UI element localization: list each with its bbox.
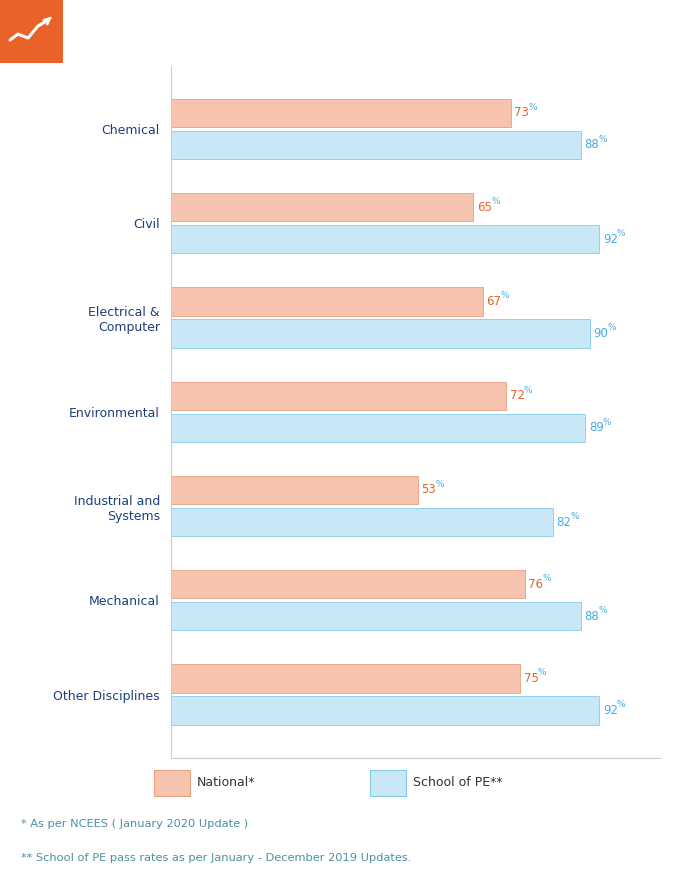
Bar [171, 382, 506, 410]
Text: * As per NCEES ( January 2020 Update ): * As per NCEES ( January 2020 Update ) [21, 819, 248, 830]
Bar [171, 99, 511, 127]
Text: %: % [436, 480, 444, 489]
Text: 75: 75 [524, 672, 539, 685]
Bar [171, 287, 483, 315]
Bar [171, 696, 599, 724]
Text: 76: 76 [528, 578, 543, 590]
Bar [171, 193, 473, 222]
FancyBboxPatch shape [154, 770, 190, 796]
Bar [171, 476, 417, 504]
Text: %: % [537, 668, 547, 677]
Text: 89: 89 [589, 421, 604, 434]
Text: %: % [500, 291, 509, 300]
Text: %: % [598, 606, 607, 615]
Text: %: % [617, 229, 625, 238]
Text: National*: National* [197, 776, 255, 788]
Text: 67: 67 [487, 295, 501, 307]
Text: 73: 73 [514, 106, 529, 119]
Text: %: % [491, 197, 500, 206]
Text: 2020 FE Exam Pass Rates: 2020 FE Exam Pass Rates [77, 23, 334, 41]
Bar [171, 570, 525, 598]
Text: School of PE**: School of PE** [413, 776, 503, 788]
Text: %: % [603, 418, 611, 427]
Bar [171, 320, 590, 348]
FancyBboxPatch shape [370, 770, 406, 796]
Text: 72: 72 [510, 389, 525, 402]
Text: %: % [617, 701, 625, 710]
Bar [171, 225, 599, 253]
Text: %: % [542, 574, 551, 583]
Text: 65: 65 [477, 201, 492, 214]
Text: %: % [598, 135, 607, 144]
Text: 88: 88 [584, 138, 599, 152]
Text: 88: 88 [584, 610, 599, 623]
Text: 92: 92 [603, 704, 618, 717]
Text: %: % [607, 323, 616, 332]
Bar [171, 508, 553, 536]
Text: 53: 53 [422, 484, 436, 497]
Text: 92: 92 [603, 233, 618, 245]
Text: %: % [570, 512, 579, 521]
Bar [171, 664, 520, 693]
Bar [171, 602, 581, 631]
Bar [171, 131, 581, 159]
Text: 90: 90 [593, 327, 609, 340]
Text: %: % [528, 102, 537, 111]
Text: 82: 82 [556, 516, 571, 528]
Text: ** School of PE pass rates as per January - December 2019 Updates.: ** School of PE pass rates as per Januar… [21, 852, 411, 863]
Bar [171, 413, 585, 442]
Text: %: % [524, 385, 533, 394]
Bar [0, 0, 63, 63]
